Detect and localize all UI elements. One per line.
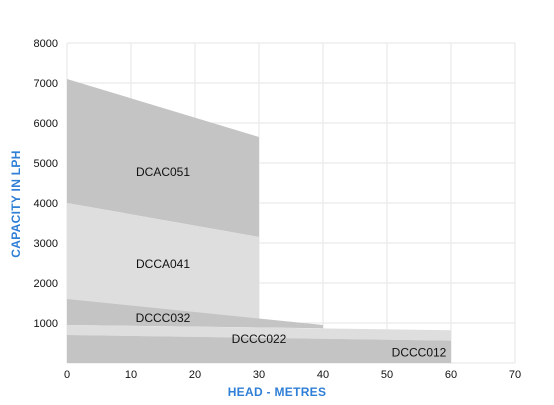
area-label-dcca041: DCCA041	[136, 257, 190, 271]
x-axis-title: HEAD - METRES	[228, 385, 327, 399]
area-label-dccc022: DCCC022	[232, 332, 287, 346]
area-dcac051	[67, 79, 259, 237]
area-label-dcac051: DCAC051	[136, 165, 190, 179]
x-tick-label: 70	[509, 369, 521, 381]
area-labels: DCAC051 DCCA041 DCCC032 DCCC022 DCCC012	[136, 165, 447, 359]
y-axis-title: CAPACITY IN LPH	[9, 150, 23, 257]
y-tick-label: 4000	[34, 198, 58, 210]
area-label-dccc032: DCCC032	[136, 311, 191, 325]
plot-areas	[67, 79, 451, 363]
area-dccc012	[67, 335, 451, 363]
x-tick-label: 40	[317, 369, 329, 381]
area-label-dccc012: DCCC012	[392, 346, 447, 360]
y-tick-label: 3000	[34, 238, 58, 250]
y-tick-label: 7000	[34, 78, 58, 90]
x-tick-label: 0	[64, 369, 70, 381]
area-dccc032	[67, 299, 323, 329]
y-tick-label: 2000	[34, 278, 58, 290]
x-tick-label: 20	[189, 369, 201, 381]
x-axis-ticks: 0 10 20 30 40 50 60 70	[64, 369, 521, 381]
y-tick-label: 5000	[34, 158, 58, 170]
x-tick-label: 10	[125, 369, 137, 381]
y-tick-label: 1000	[34, 318, 58, 330]
y-axis-ticks: 8000 7000 6000 5000 4000 3000 2000 1000	[34, 38, 58, 330]
x-tick-label: 30	[253, 369, 265, 381]
x-tick-label: 50	[381, 369, 393, 381]
y-tick-label: 6000	[34, 118, 58, 130]
area-dccc022	[67, 325, 451, 341]
x-tick-label: 60	[445, 369, 457, 381]
area-dcca041	[67, 203, 259, 325]
y-tick-label: 8000	[34, 38, 58, 50]
